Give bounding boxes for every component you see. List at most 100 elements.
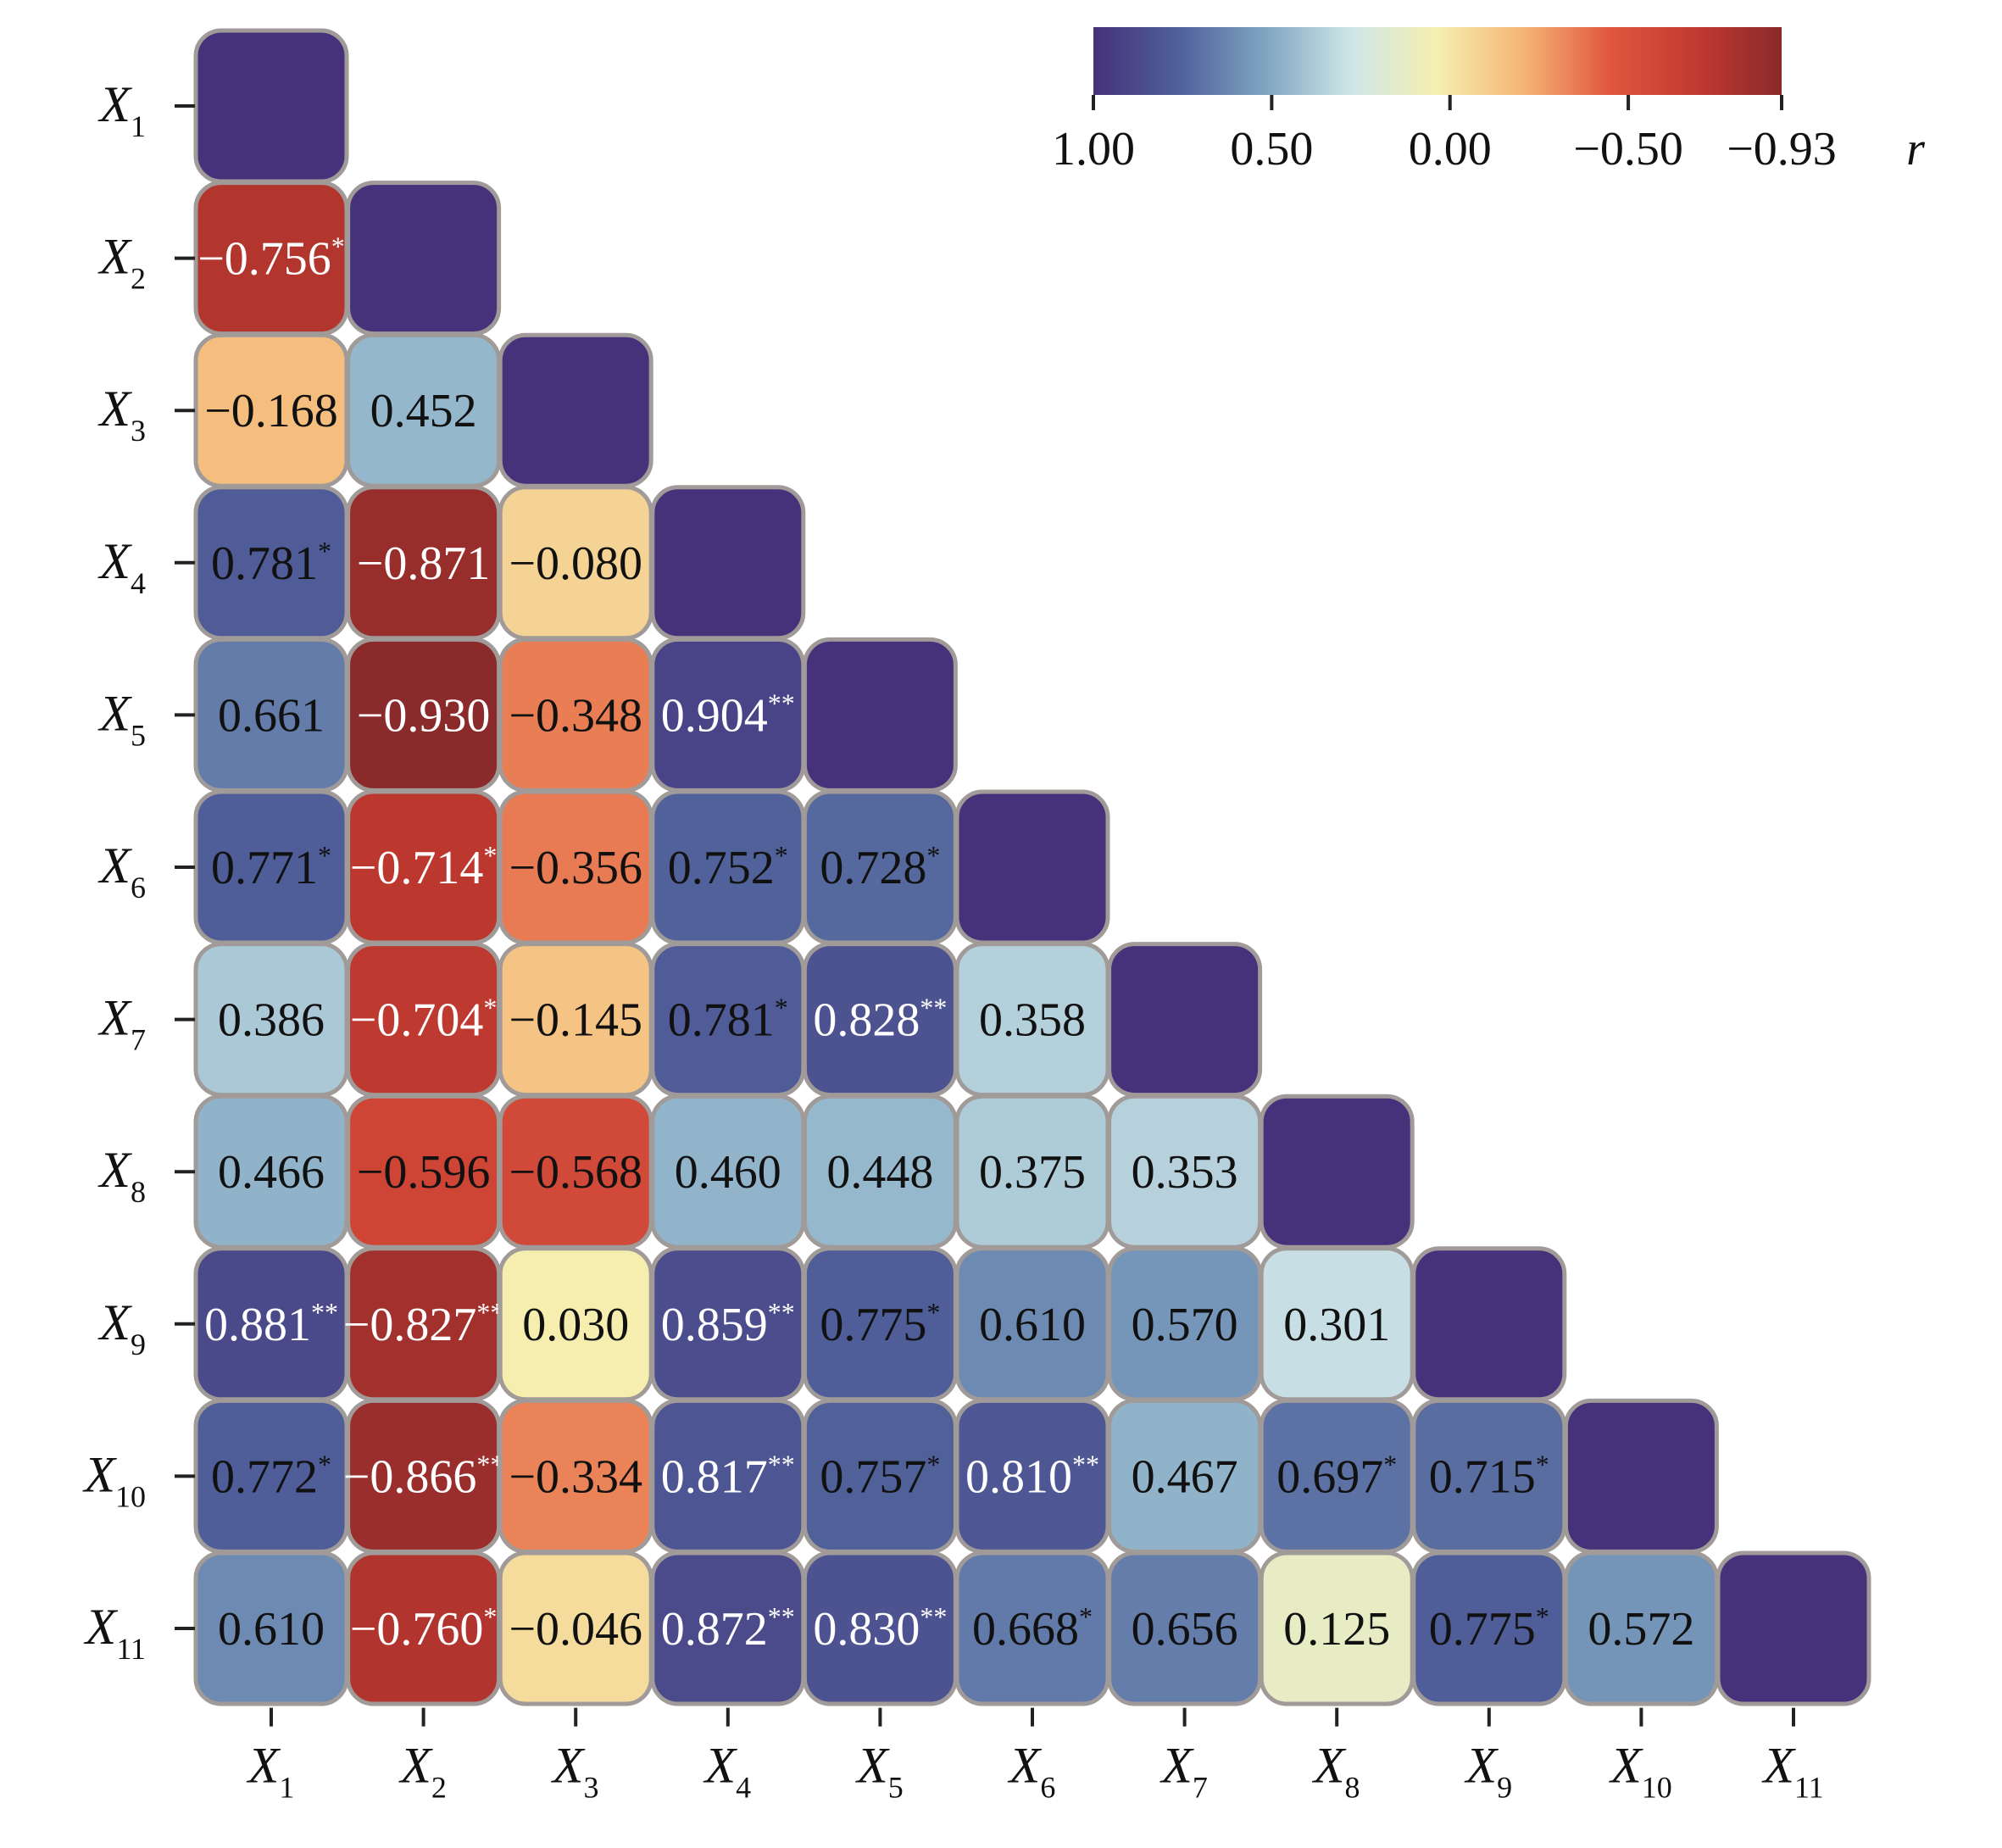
heatmap-cell: 0.570 bbox=[1107, 1246, 1263, 1402]
colorbar-tick-label: −0.93 bbox=[1727, 123, 1837, 175]
axis-tick-label: X6 bbox=[97, 838, 146, 905]
cell-value-label: 0.448 bbox=[826, 1146, 933, 1199]
cell-value-label: −0.704* bbox=[350, 993, 498, 1047]
cell-value-label: 0.668* bbox=[972, 1601, 1093, 1656]
colorbar-tick-label: 1.00 bbox=[1052, 123, 1135, 175]
axis-tick-label: X5 bbox=[97, 685, 146, 752]
axis-tick-label: X1 bbox=[97, 76, 146, 143]
heatmap-cell bbox=[1411, 1246, 1567, 1402]
heatmap-cell: −0.046 bbox=[498, 1550, 653, 1706]
axis-tick-label: X7 bbox=[1159, 1738, 1208, 1805]
heatmap-cell: 0.830** bbox=[802, 1550, 958, 1706]
heatmap-cell bbox=[954, 789, 1110, 945]
cell-value-label: 0.452 bbox=[370, 385, 477, 437]
colorbar-label: r bbox=[1906, 123, 1925, 175]
cell-value-label: −0.145 bbox=[509, 994, 642, 1047]
cell-value-label: 0.610 bbox=[979, 1299, 1086, 1351]
heatmap-cell: 0.775* bbox=[802, 1246, 958, 1402]
cell-value-label: −0.168 bbox=[204, 385, 338, 437]
heatmap-cell: −0.334 bbox=[498, 1398, 653, 1554]
cell-value-label: 0.772* bbox=[211, 1449, 331, 1503]
heatmap-cell: 0.572 bbox=[1563, 1550, 1719, 1706]
cell-value-label: 0.572 bbox=[1588, 1603, 1694, 1656]
axis-tick-label: X9 bbox=[1464, 1738, 1512, 1805]
heatmap-cell: −0.714* bbox=[346, 789, 502, 945]
cell-value-label: −0.714* bbox=[350, 840, 498, 894]
cell-value-label: 0.125 bbox=[1283, 1603, 1390, 1656]
heatmap-cell: 0.656 bbox=[1107, 1550, 1263, 1706]
heatmap-cell: 0.358 bbox=[954, 942, 1110, 1098]
significance-mark: * bbox=[1383, 1449, 1397, 1479]
heatmap-cell bbox=[498, 332, 653, 488]
cell-value-label: −0.760* bbox=[350, 1601, 498, 1656]
cell-value-label: 0.460 bbox=[675, 1146, 781, 1199]
diagonal-cell bbox=[1259, 1094, 1415, 1250]
heatmap-cell: −0.145 bbox=[498, 942, 653, 1098]
heatmap-cell: 0.904** bbox=[650, 637, 806, 793]
diagonal-cell bbox=[1563, 1398, 1719, 1554]
heatmap-cell: 0.828** bbox=[802, 942, 958, 1098]
cell-value-label: −0.348 bbox=[509, 689, 642, 742]
axis-tick-label: X7 bbox=[97, 990, 146, 1057]
significance-mark: * bbox=[1079, 1601, 1093, 1632]
diagonal-cell bbox=[650, 485, 806, 641]
heatmap-cell: 0.810** bbox=[954, 1398, 1110, 1554]
heatmap-cell bbox=[1107, 942, 1263, 1098]
cell-value-label: −0.046 bbox=[509, 1603, 642, 1656]
heatmap-cell: 0.375 bbox=[954, 1094, 1110, 1250]
heatmap-cell: 0.448 bbox=[802, 1094, 958, 1250]
cell-value-label: 0.781* bbox=[668, 993, 788, 1047]
axis-tick-label: X10 bbox=[82, 1446, 146, 1513]
significance-mark: * bbox=[331, 231, 345, 262]
colorbar-gradient bbox=[1093, 27, 1782, 95]
heatmap-cell: −0.704* bbox=[346, 942, 502, 1098]
heatmap-cell: 0.728* bbox=[802, 789, 958, 945]
heatmap-cell: 0.466 bbox=[193, 1094, 349, 1250]
heatmap-cell: 0.881** bbox=[193, 1246, 349, 1402]
axis-tick-label: X4 bbox=[97, 533, 146, 600]
significance-mark: * bbox=[926, 840, 940, 871]
axis-tick-label: X9 bbox=[97, 1294, 146, 1361]
diagonal-cell bbox=[802, 637, 958, 793]
diagonal-cell bbox=[954, 789, 1110, 945]
significance-mark: * bbox=[483, 840, 497, 871]
heatmap-cell: 0.125 bbox=[1259, 1550, 1415, 1706]
heatmap-cell: 0.030 bbox=[498, 1246, 653, 1402]
heatmap-cell: 0.872** bbox=[650, 1550, 806, 1706]
cell-value-label: −0.356 bbox=[509, 842, 642, 894]
axis-tick-label: X8 bbox=[1312, 1738, 1360, 1805]
cell-value-label: 0.030 bbox=[522, 1299, 629, 1351]
heatmap-cell: 0.668* bbox=[954, 1550, 1110, 1706]
axis-tick-label: X2 bbox=[97, 229, 146, 296]
diagonal-cell bbox=[1107, 942, 1263, 1098]
heatmap-cell: 0.772* bbox=[193, 1398, 349, 1554]
significance-mark: * bbox=[775, 993, 788, 1023]
heatmap-cell: −0.760* bbox=[346, 1550, 502, 1706]
axes: X1 X2 X3 X4 X5 X6 X7 X8 X9 X10 X11 X1 X2 X3 X4 X5 X6 X7 X8… bbox=[82, 76, 1823, 1805]
heatmap-cell: 0.715* bbox=[1411, 1398, 1567, 1554]
heatmap-cell: 0.301 bbox=[1259, 1246, 1415, 1402]
significance-mark: ** bbox=[920, 1601, 947, 1632]
heatmap-cell: 0.775* bbox=[1411, 1550, 1567, 1706]
axis-tick-label: X3 bbox=[97, 381, 146, 448]
cell-value-label: 0.872** bbox=[661, 1601, 795, 1656]
cell-value-label: −0.334 bbox=[509, 1450, 642, 1503]
heatmap-cell: 0.781* bbox=[650, 942, 806, 1098]
heatmap-cell: −0.866** bbox=[343, 1398, 503, 1554]
heatmap-cell: 0.452 bbox=[346, 332, 502, 488]
cell-value-label: 0.661 bbox=[218, 689, 325, 742]
significance-mark: ** bbox=[768, 687, 795, 718]
cell-value-label: 0.570 bbox=[1132, 1299, 1238, 1351]
axis-tick-label: X2 bbox=[398, 1738, 447, 1805]
cell-value-label: −0.596 bbox=[357, 1146, 491, 1199]
heatmap-cell: 0.353 bbox=[1107, 1094, 1263, 1250]
significance-mark: * bbox=[318, 840, 331, 871]
colorbar-tick-label: 0.50 bbox=[1230, 123, 1313, 175]
significance-mark: * bbox=[926, 1297, 940, 1328]
heatmap-cell: 0.610 bbox=[193, 1550, 349, 1706]
cell-value-label: −0.568 bbox=[509, 1146, 642, 1199]
axis-tick-label: X3 bbox=[551, 1738, 599, 1805]
cell-value-label: 0.757* bbox=[820, 1449, 940, 1503]
significance-mark: ** bbox=[1072, 1449, 1099, 1479]
